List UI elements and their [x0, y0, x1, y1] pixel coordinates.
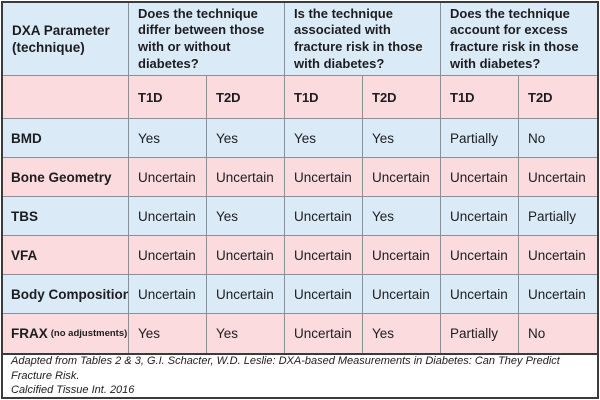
- value-cell: Uncertain: [285, 197, 363, 236]
- row-label-bmd: BMD: [3, 119, 129, 158]
- value-cell: Uncertain: [441, 158, 519, 197]
- value-cell: Uncertain: [285, 314, 363, 353]
- value-cell: Uncertain: [441, 197, 519, 236]
- value-cell: Uncertain: [441, 275, 519, 314]
- subheader-t2d: T2D: [363, 76, 441, 119]
- value-cell: Yes: [129, 314, 207, 353]
- value-cell: Uncertain: [207, 275, 285, 314]
- value-cell: Yes: [363, 119, 441, 158]
- subheader-t1d: T1D: [441, 76, 519, 119]
- value-cell: Uncertain: [129, 197, 207, 236]
- row-label-vfa: VFA: [3, 236, 129, 275]
- row-label-tbs: TBS: [3, 197, 129, 236]
- value-cell: Partially: [519, 197, 597, 236]
- footnote: Adapted from Tables 2 & 3, G.I. Schacter…: [3, 353, 597, 397]
- subheader-t1d: T1D: [129, 76, 207, 119]
- value-cell: Uncertain: [285, 275, 363, 314]
- value-cell: Uncertain: [285, 158, 363, 197]
- question-header-fracture-risk: Is the technique associated with fractur…: [285, 3, 441, 76]
- value-cell: Uncertain: [285, 236, 363, 275]
- value-cell: No: [519, 119, 597, 158]
- value-cell: No: [519, 314, 597, 353]
- row-label-body-composition: Body Composition: [3, 275, 129, 314]
- value-cell: Yes: [363, 314, 441, 353]
- value-cell: Yes: [207, 119, 285, 158]
- row-label-frax-suffix: (no adjustments): [50, 328, 128, 339]
- value-cell: Yes: [285, 119, 363, 158]
- value-cell: Partially: [441, 314, 519, 353]
- value-cell: Uncertain: [363, 275, 441, 314]
- value-cell: Uncertain: [519, 236, 597, 275]
- value-cell: Uncertain: [129, 275, 207, 314]
- value-cell: Partially: [441, 119, 519, 158]
- value-cell: Uncertain: [519, 275, 597, 314]
- value-cell: Yes: [129, 119, 207, 158]
- subheader-t1d: T1D: [285, 76, 363, 119]
- subheader-empty-cell: [3, 76, 129, 119]
- value-cell: Uncertain: [129, 236, 207, 275]
- subheader-t2d: T2D: [519, 76, 597, 119]
- question-header-differ: Does the technique differ between those …: [129, 3, 285, 76]
- value-cell: Uncertain: [129, 158, 207, 197]
- row-label-bone-geometry: Bone Geometry: [3, 158, 129, 197]
- value-cell: Uncertain: [519, 158, 597, 197]
- row-label-frax-main: FRAX: [11, 326, 48, 341]
- value-cell: Yes: [363, 197, 441, 236]
- value-cell: Uncertain: [207, 158, 285, 197]
- row-label-frax: FRAX (no adjustments): [3, 314, 129, 353]
- value-cell: Yes: [207, 314, 285, 353]
- corner-header: DXA Parameter (technique): [3, 3, 129, 76]
- value-cell: Yes: [207, 197, 285, 236]
- question-header-excess-risk: Does the technique account for excess fr…: [441, 3, 597, 76]
- value-cell: Uncertain: [363, 158, 441, 197]
- value-cell: Uncertain: [363, 236, 441, 275]
- value-cell: Uncertain: [207, 236, 285, 275]
- subheader-t2d: T2D: [207, 76, 285, 119]
- value-cell: Uncertain: [441, 236, 519, 275]
